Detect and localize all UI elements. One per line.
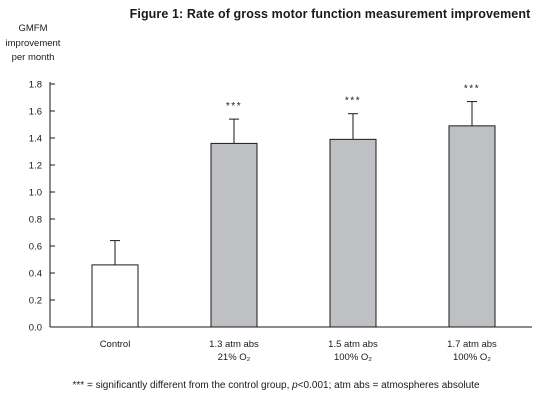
bar — [329, 138, 377, 328]
y-tick-label: 1.6 — [29, 107, 42, 118]
significance-marker: *** — [345, 96, 361, 107]
y-axis-label-line-3: per month — [11, 52, 55, 63]
y-tick-label: 1.0 — [29, 188, 42, 199]
chart-title: Figure 1: Rate of gross motor function m… — [129, 7, 531, 21]
category-label: 21% O₂ — [218, 352, 251, 363]
category-label: 1.5 atm abs — [328, 339, 378, 350]
y-axis-label-line-2: improvement — [5, 38, 61, 49]
y-tick-label: 0.8 — [29, 215, 42, 226]
bar — [91, 264, 139, 328]
category-label: 1.7 atm abs — [447, 339, 497, 350]
bar-chart: 0.0 0.2 0.4 0.6 0.8 1.0 1.2 1.4 1.6 1.8 Control ***… — [29, 80, 532, 363]
y-axis-label-line-1: GMFM — [18, 23, 48, 34]
significance-marker: *** — [226, 101, 242, 112]
category-label: 100% O₂ — [334, 352, 372, 363]
y-tick-label: 1.2 — [29, 161, 42, 172]
y-tick-label: 1.8 — [29, 80, 42, 91]
category-label: 1.3 atm abs — [209, 339, 259, 350]
category-label: Control — [100, 339, 131, 350]
significance-marker: *** — [464, 84, 480, 95]
footnote-p-value: p — [292, 380, 298, 391]
y-tick-label: 0.0 — [29, 323, 42, 334]
y-tick-label: 1.4 — [29, 134, 42, 145]
category-label: 100% O₂ — [453, 352, 491, 363]
footnote-stars: *** — [72, 380, 85, 391]
bar — [448, 125, 496, 328]
y-tick-label: 0.2 — [29, 296, 42, 307]
y-tick-label: 0.4 — [29, 269, 42, 280]
footnote: *** = significantly different from the c… — [0, 380, 552, 391]
y-tick-label: 0.6 — [29, 242, 42, 253]
footnote-text-2: <0.001; atm abs = atmospheres absolute — [297, 380, 480, 391]
footnote-text-1: = significantly different from the contr… — [84, 380, 293, 391]
bar — [210, 142, 258, 328]
